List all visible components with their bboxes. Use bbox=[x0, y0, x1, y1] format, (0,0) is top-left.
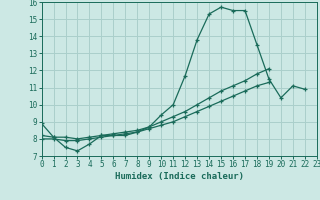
X-axis label: Humidex (Indice chaleur): Humidex (Indice chaleur) bbox=[115, 172, 244, 181]
